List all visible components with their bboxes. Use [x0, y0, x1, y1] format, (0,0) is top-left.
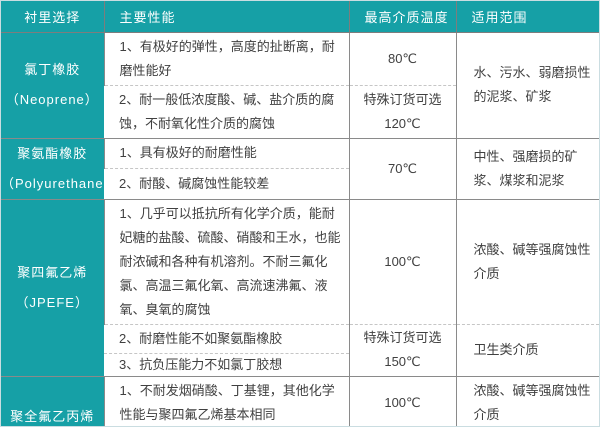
material-cell-neoprene: 氯丁橡胶 （Neoprene）: [1, 31, 104, 138]
material-name-en: （Polyurethane）: [1, 175, 118, 191]
temperature-cell: 特殊订货可选 150℃: [348, 323, 456, 376]
column-header-performance: 主要性能: [103, 1, 349, 33]
material-name: 聚氨酯橡胶: [17, 145, 88, 161]
performance-cell: 2、耐酸、碱腐蚀性能较差: [104, 168, 349, 199]
temperature-cell: 100℃: [348, 198, 456, 324]
column-header-application: 适用范围: [455, 1, 599, 33]
table-row: 聚氨酯橡胶 （Polyurethane） 1、具有极好的耐磨性能 70℃ 中性、…: [1, 137, 599, 199]
temperature-cell: 70℃: [348, 137, 456, 199]
column-header-lining: 衬里选择: [1, 1, 104, 33]
performance-cell: 3、抗负压能力不如氯丁胶想: [104, 352, 349, 376]
performance-cell: 1、具有极好的耐磨性能: [103, 137, 349, 169]
material-name-en: （JPEFE）: [15, 294, 89, 310]
material-name-en: （Neoprene）: [5, 92, 99, 107]
application-cell: 卫生类介质: [455, 323, 599, 376]
table-row: 3、抗负压能力不如氯丁胶想: [1, 352, 599, 376]
material-name: 聚全氟乙丙烯: [10, 409, 95, 425]
material-cell-polyurethane: 聚氨酯橡胶 （Polyurethane）: [1, 137, 118, 199]
material-cell-f46: 聚全氟乙丙烯 （F46）: [1, 375, 104, 426]
table-row: 聚四氟乙烯 （JPEFE） 1、几乎可以抵抗所有化学介质，能耐妃糖的盐酸、硫酸、…: [1, 198, 599, 376]
column-header-max-temp: 最高介质温度: [348, 1, 456, 33]
temperature-cell: 特殊订货可选 120℃: [348, 84, 456, 138]
material-name: 氯丁橡胶: [24, 62, 81, 77]
application-cell: 浓酸、碱等强腐蚀性介质: [455, 198, 599, 324]
table-row: 氯丁橡胶 （Neoprene） 1、有极好的弹性，高度的扯断离，耐磨性能好 80…: [1, 31, 599, 138]
table-row: 2、耐一般低浓度酸、碱、盐介质的腐蚀，不耐氧化性介质的腐蚀 特殊订货可选 120…: [1, 84, 599, 138]
application-cell: 浓酸、碱等强腐蚀性介质: [455, 375, 599, 426]
performance-cell: 1、有极好的弹性，高度的扯断离，耐磨性能好: [103, 31, 349, 85]
performance-cell: 2、耐磨性能不如聚氨酯橡胶: [104, 323, 349, 353]
table-row: 2、耐酸、碱腐蚀性能较差: [1, 168, 599, 199]
material-name: 聚四氟乙烯: [17, 264, 88, 280]
performance-cell: 1、几乎可以抵抗所有化学介质，能耐妃糖的盐酸、硫酸、硝酸和王水，也能耐浓碱和各种…: [103, 198, 349, 324]
material-cell-jpefe: 聚四氟乙烯 （JPEFE）: [1, 198, 104, 376]
performance-cell: 2、耐一般低浓度酸、碱、盐介质的腐蚀，不耐氧化性介质的腐蚀: [104, 84, 349, 138]
performance-cell: 1、不耐发烟硝酸、丁基锂，其他化学性能与聚四氟乙烯基本相同: [103, 375, 349, 426]
table-header-row: 衬里选择 主要性能 最高介质温度 适用范围: [1, 1, 599, 33]
temperature-cell: 80℃: [348, 31, 456, 85]
temperature-cell: 100℃: [348, 375, 456, 426]
application-cell: 中性、强磨损的矿浆、煤浆和泥浆: [455, 137, 599, 199]
table-row: 聚全氟乙丙烯 （F46） 1、不耐发烟硝酸、丁基锂，其他化学性能与聚四氟乙烯基本…: [1, 375, 599, 426]
application-cell: 水、污水、弱磨损性的泥浆、矿浆: [455, 31, 599, 138]
table-row: 2、耐磨性能不如聚氨酯橡胶 特殊订货可选 150℃ 卫生类介质: [1, 323, 599, 376]
